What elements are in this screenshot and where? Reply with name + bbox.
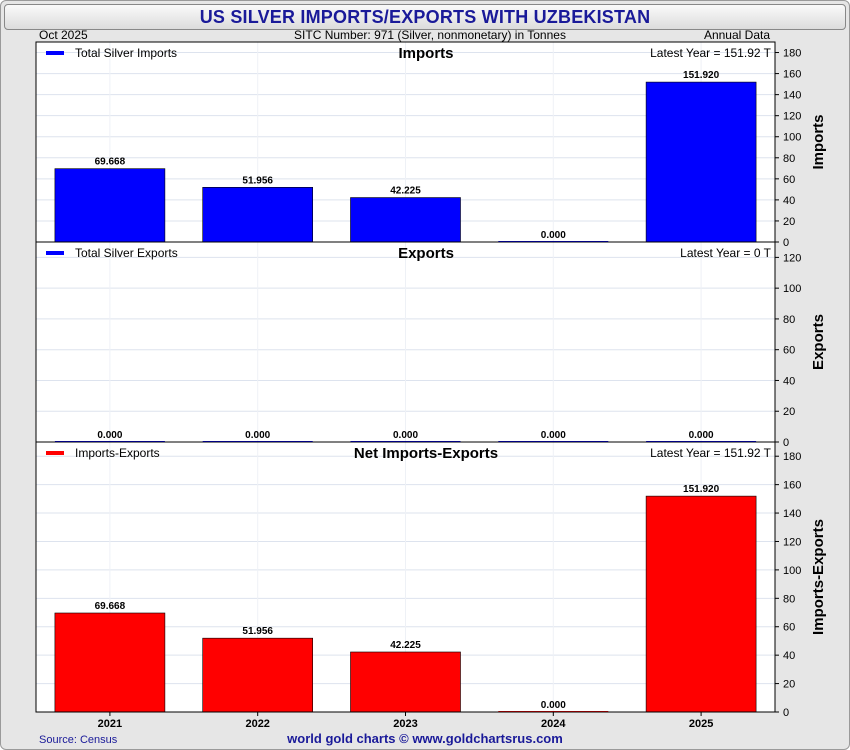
data-label: 0.000 xyxy=(689,430,714,441)
data-label: 42.225 xyxy=(390,186,421,197)
credit-note: world gold charts © www.goldchartsrus.co… xyxy=(287,731,563,746)
bar xyxy=(54,168,166,243)
bar xyxy=(54,612,166,713)
y-tick-label: 20 xyxy=(783,406,795,418)
y-tick-label: 100 xyxy=(783,283,801,295)
y-tick-label: 60 xyxy=(783,622,795,634)
y-tick-label: 180 xyxy=(783,48,801,60)
y-tick-label: 0 xyxy=(783,437,789,449)
y-tick-label: 40 xyxy=(783,650,795,662)
y-tick-label: 40 xyxy=(783,195,795,207)
x-tick-label: 2023 xyxy=(393,718,417,730)
bar xyxy=(350,197,461,243)
y-tick-label: 80 xyxy=(783,593,795,605)
legend-label: Total Silver Exports xyxy=(75,246,178,260)
y-tick-label: 60 xyxy=(783,345,795,357)
report-date: Oct 2025 xyxy=(39,28,88,42)
sitc-label: SITC Number: 971 (Silver, nonmonetary) i… xyxy=(0,28,850,42)
sitc-text: SITC Number: 971 (Silver, nonmonetary) i… xyxy=(294,28,566,42)
panel-title: Imports xyxy=(398,45,453,62)
y-tick-label: 100 xyxy=(783,565,801,577)
y-tick-label: 20 xyxy=(783,216,795,228)
data-label: 0.000 xyxy=(97,430,122,441)
data-label: 151.920 xyxy=(683,70,720,81)
y-tick-label: 140 xyxy=(783,90,801,102)
legend-label: Total Silver Imports xyxy=(75,46,177,60)
data-label: 151.920 xyxy=(683,484,720,495)
y-tick-label: 120 xyxy=(783,536,801,548)
data-label: 51.956 xyxy=(242,175,273,186)
data-label: 69.668 xyxy=(95,601,126,612)
panel-title: Net Imports-Exports xyxy=(354,445,498,462)
chart-title: US SILVER IMPORTS/EXPORTS WITH UZBEKISTA… xyxy=(199,7,651,27)
data-label: 0.000 xyxy=(541,230,566,241)
x-tick-label: 2022 xyxy=(245,718,269,730)
y-tick-label: 180 xyxy=(783,451,801,463)
data-label: 0.000 xyxy=(245,430,270,441)
panel-title: Exports xyxy=(398,245,454,262)
y-tick-label: 100 xyxy=(783,132,801,144)
y-axis-label: Exports xyxy=(810,314,827,370)
legend-swatch xyxy=(46,451,64,455)
source-note: Source: Census xyxy=(39,734,118,746)
legend-swatch xyxy=(46,51,64,55)
data-label: 0.000 xyxy=(541,430,566,441)
y-tick-label: 120 xyxy=(783,111,801,123)
y-tick-label: 140 xyxy=(783,508,801,520)
y-tick-label: 20 xyxy=(783,679,795,691)
y-tick-label: 80 xyxy=(783,314,795,326)
y-tick-label: 160 xyxy=(783,480,801,492)
legend-swatch xyxy=(46,251,64,255)
latest-year-label: Latest Year = 0 T xyxy=(680,246,772,260)
data-label: 69.668 xyxy=(95,157,126,168)
y-tick-label: 0 xyxy=(783,707,789,719)
x-tick-label: 2025 xyxy=(689,718,713,730)
frequency-label: Annual Data xyxy=(703,28,770,42)
legend-label: Imports-Exports xyxy=(75,446,160,460)
y-tick-label: 60 xyxy=(783,174,795,186)
y-tick-label: 120 xyxy=(783,252,801,264)
latest-year-label: Latest Year = 151.92 T xyxy=(650,46,772,60)
data-label: 0.000 xyxy=(393,430,418,441)
data-label: 51.956 xyxy=(242,626,273,637)
data-label: 42.225 xyxy=(390,640,421,651)
y-tick-label: 160 xyxy=(783,69,801,81)
y-tick-label: 0 xyxy=(783,237,789,249)
y-axis-label: Imports-Exports xyxy=(810,519,827,635)
y-tick-label: 40 xyxy=(783,375,795,387)
y-axis-label: Imports xyxy=(810,114,827,169)
x-tick-label: 2021 xyxy=(98,718,122,730)
bar xyxy=(350,651,461,713)
bar xyxy=(202,187,313,243)
title-bar: US SILVER IMPORTS/EXPORTS WITH UZBEKISTA… xyxy=(4,4,846,30)
x-tick-label: 2024 xyxy=(541,718,566,730)
bar xyxy=(645,495,757,713)
bar xyxy=(645,81,757,243)
y-tick-label: 80 xyxy=(783,153,795,165)
latest-year-label: Latest Year = 151.92 T xyxy=(650,446,772,460)
data-label: 0.000 xyxy=(541,700,566,711)
bar xyxy=(202,637,313,713)
